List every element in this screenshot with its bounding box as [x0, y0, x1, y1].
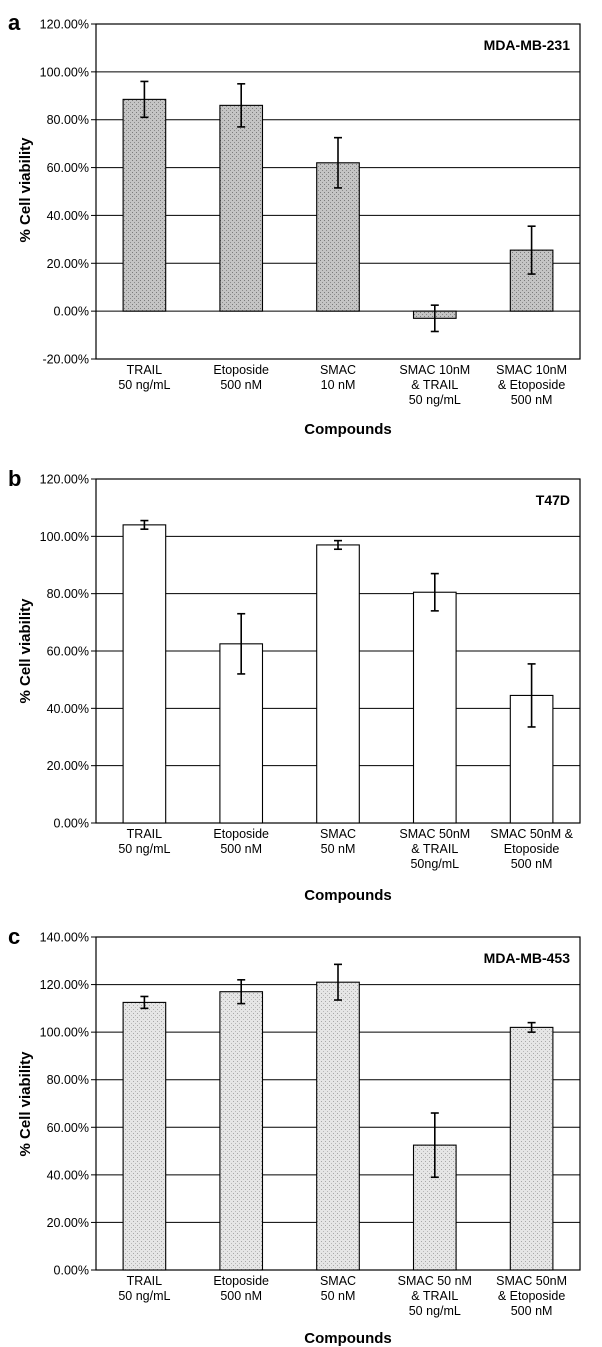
category-label-line: 50 ng/mL [118, 378, 170, 392]
bar-2 [219, 991, 264, 1271]
category-label-line: Etoposide [213, 827, 269, 841]
panel-letter: b [8, 466, 21, 491]
category-label-line: 500 nM [220, 378, 262, 392]
y-tick-label: 60.00% [47, 161, 89, 175]
category-label-3: SMAC 10 nM [320, 363, 356, 392]
chart-panel-a: -20.00% 0.00% 20.00% 40.00% 60.00% 80.00% 100.… [8, 10, 581, 438]
bar-3 [316, 544, 360, 824]
category-label-line: & TRAIL [411, 1289, 458, 1303]
x-axis-title: Compounds [304, 1330, 392, 1347]
bar-1 [122, 1001, 167, 1271]
category-label-line: & TRAIL [411, 842, 458, 856]
chart-title: T47D [536, 492, 570, 508]
category-label-line: 500 nM [511, 393, 553, 407]
category-label-2: Etoposide 500 nM [213, 363, 269, 392]
category-label-line: SMAC 50nM [496, 1274, 567, 1288]
bar-1 [122, 98, 167, 312]
y-tick-label: 120.00% [40, 978, 89, 992]
category-label-line: Etoposide [213, 363, 269, 377]
bar-3 [316, 981, 360, 1271]
category-label-line: SMAC 10nM [496, 363, 567, 377]
chart-panel-b: 0.00% 20.00% 40.00% 60.00% 80.00% 100.00% 120.… [8, 466, 581, 904]
category-label-line: TRAIL [127, 827, 162, 841]
category-label-5: SMAC 50nM & Etoposide 500 nM [490, 827, 573, 871]
category-label-line: 50 nM [321, 842, 356, 856]
category-label-line: SMAC [320, 1274, 356, 1288]
category-label-3: SMAC 50 nM [320, 827, 356, 856]
category-label-2: Etoposide 500 nM [213, 827, 269, 856]
category-label-line: 500 nM [220, 1289, 262, 1303]
category-label-line: Etoposide [504, 842, 560, 856]
y-axis-title: % Cell viability [17, 1051, 34, 1157]
category-label-2: Etoposide 500 nM [213, 1274, 269, 1303]
chart-title: MDA-MB-231 [484, 37, 571, 53]
category-label-line: Etoposide [213, 1274, 269, 1288]
category-label-line: & Etoposide [498, 1289, 565, 1303]
category-label-5: SMAC 50nM & Etoposide 500 nM [496, 1274, 567, 1318]
bar-2 [219, 104, 264, 312]
category-label-line: SMAC 10nM [399, 363, 470, 377]
y-tick-label: 140.00% [40, 931, 89, 945]
bar-4 [412, 591, 457, 824]
y-tick-label: 80.00% [47, 1073, 89, 1087]
y-tick-label: 80.00% [47, 113, 89, 127]
category-label-line: & Etoposide [498, 378, 565, 392]
category-label-5: SMAC 10nM & Etoposide 500 nM [496, 363, 567, 407]
category-label-line: 500 nM [220, 842, 262, 856]
y-tick-label: 100.00% [40, 65, 89, 79]
y-tick-label: -20.00% [42, 353, 89, 367]
y-tick-label: 0.00% [54, 305, 89, 319]
y-tick-label: 60.00% [47, 1121, 89, 1135]
panel-letter: a [8, 10, 21, 35]
category-label-line: TRAIL [127, 1274, 162, 1288]
y-tick-label: 40.00% [47, 209, 89, 223]
category-label-line: SMAC 50 nM [398, 1274, 472, 1288]
category-label-line: SMAC [320, 363, 356, 377]
category-label-line: & TRAIL [411, 378, 458, 392]
y-tick-label: 20.00% [47, 1216, 89, 1230]
panel-letter: c [8, 924, 20, 949]
bar-5 [509, 1026, 554, 1271]
category-label-1: TRAIL 50 ng/mL [118, 363, 170, 392]
category-label-line: 500 nM [511, 1304, 553, 1318]
category-label-line: 50 nM [321, 1289, 356, 1303]
y-tick-label: 0.00% [54, 1264, 89, 1278]
category-label-line: 500 nM [511, 857, 553, 871]
bar-1 [122, 524, 167, 824]
y-tick-label: 40.00% [47, 702, 89, 716]
category-label-line: SMAC 50nM [399, 827, 470, 841]
y-tick-label: 100.00% [40, 530, 89, 544]
y-tick-label: 0.00% [54, 817, 89, 831]
category-label-line: 50 ng/mL [409, 1304, 461, 1318]
y-tick-label: 120.00% [40, 18, 89, 32]
category-label-4: SMAC 50 nM & TRAIL 50 ng/mL [398, 1274, 472, 1318]
category-label-4: SMAC 10nM & TRAIL 50 ng/mL [399, 363, 470, 407]
category-label-line: TRAIL [127, 363, 162, 377]
y-tick-label: 100.00% [40, 1026, 89, 1040]
chart-title: MDA-MB-453 [484, 950, 571, 966]
category-label-line: 50 ng/mL [118, 842, 170, 856]
category-label-line: 50 ng/mL [409, 393, 461, 407]
y-tick-label: 60.00% [47, 645, 89, 659]
category-label-line: 50 ng/mL [118, 1289, 170, 1303]
x-axis-title: Compounds [304, 887, 392, 904]
category-label-3: SMAC 50 nM [320, 1274, 356, 1303]
category-label-line: 10 nM [321, 378, 356, 392]
category-label-4: SMAC 50nM & TRAIL 50ng/mL [399, 827, 470, 871]
x-axis-title: Compounds [304, 421, 392, 438]
y-axis-title: % Cell viability [17, 137, 34, 243]
y-axis-title: % Cell viability [17, 598, 34, 704]
y-tick-label: 80.00% [47, 587, 89, 601]
y-tick-label: 120.00% [40, 473, 89, 487]
y-tick-label: 40.00% [47, 1168, 89, 1182]
category-label-1: TRAIL 50 ng/mL [118, 827, 170, 856]
category-label-line: SMAC [320, 827, 356, 841]
y-tick-label: 20.00% [47, 759, 89, 773]
y-tick-label: 20.00% [47, 257, 89, 271]
category-label-1: TRAIL 50 ng/mL [118, 1274, 170, 1303]
chart-panel-c: 0.00% 20.00% 40.00% 60.00% 80.00% 100.00% 120.… [8, 924, 581, 1347]
category-label-line: SMAC 50nM & [490, 827, 573, 841]
category-label-line: 50ng/mL [410, 857, 459, 871]
